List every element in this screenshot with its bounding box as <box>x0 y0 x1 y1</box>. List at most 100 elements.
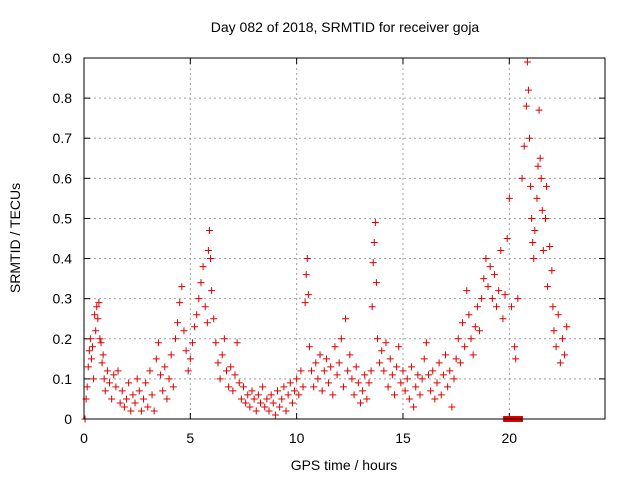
data-point <box>503 235 511 242</box>
data-point <box>422 339 430 347</box>
data-point <box>329 391 337 399</box>
data-point <box>548 267 556 275</box>
data-point <box>148 391 156 399</box>
data-point <box>518 174 526 182</box>
data-point <box>524 86 532 94</box>
data-point <box>231 371 239 379</box>
data-point <box>84 363 92 371</box>
data-point <box>505 194 513 202</box>
data-point <box>197 279 205 287</box>
data-point <box>390 391 398 399</box>
data-point <box>299 383 307 391</box>
data-point <box>133 375 141 383</box>
data-point <box>497 247 505 255</box>
data-point <box>316 351 324 359</box>
data-point <box>144 403 152 411</box>
data-point <box>86 335 94 343</box>
data-point <box>361 371 369 379</box>
data-point <box>157 371 165 379</box>
data-point <box>305 343 313 351</box>
data-point <box>199 263 207 271</box>
data-point <box>282 407 290 415</box>
y-tick-label: 0.6 <box>53 170 73 186</box>
data-point <box>235 379 243 387</box>
data-point <box>120 403 128 411</box>
data-point <box>191 323 199 331</box>
data-point <box>188 339 196 347</box>
data-point <box>108 395 116 403</box>
data-point <box>325 379 333 387</box>
y-tick-label: 0.7 <box>53 130 73 146</box>
data-point <box>370 239 378 247</box>
data-point <box>178 283 186 291</box>
data-point <box>539 247 547 255</box>
data-point <box>482 255 490 263</box>
data-point <box>216 375 224 383</box>
data-point <box>523 58 531 66</box>
data-point <box>533 194 541 202</box>
data-point <box>499 315 507 323</box>
data-point <box>201 303 209 311</box>
data-point <box>490 271 498 279</box>
data-point <box>431 395 439 403</box>
data-point <box>420 355 428 363</box>
data-point <box>342 315 350 323</box>
data-point <box>439 371 447 379</box>
data-point <box>129 391 137 399</box>
data-point <box>352 363 360 371</box>
data-point <box>356 399 364 407</box>
data-point <box>169 383 177 391</box>
data-point <box>193 311 201 319</box>
data-point <box>131 399 139 407</box>
data-point <box>150 407 158 415</box>
y-tick-label: 0.8 <box>53 90 73 106</box>
grid-lines <box>84 58 605 419</box>
data-point <box>92 327 100 335</box>
data-point <box>365 379 373 387</box>
data-point <box>376 359 384 367</box>
data-point <box>96 335 104 343</box>
data-point <box>146 367 154 375</box>
data-point <box>288 399 296 407</box>
data-point <box>176 299 184 307</box>
x-tick-label: 15 <box>395 430 411 446</box>
data-point <box>463 287 471 295</box>
data-point <box>416 391 424 399</box>
data-point <box>214 359 222 367</box>
data-point <box>252 407 260 415</box>
data-point <box>269 399 277 407</box>
data-point <box>556 359 564 367</box>
data-point <box>427 387 435 395</box>
data-point <box>174 319 182 327</box>
data-point <box>442 351 450 359</box>
data-point <box>90 375 98 383</box>
data-point <box>514 295 522 303</box>
data-point <box>222 367 230 375</box>
data-point <box>280 383 288 391</box>
data-point <box>210 315 218 323</box>
data-point <box>137 407 145 415</box>
data-point <box>437 391 445 399</box>
data-point <box>543 182 551 190</box>
y-tick-label: 0.4 <box>53 251 73 267</box>
data-point <box>259 383 267 391</box>
data-point <box>534 162 542 170</box>
data-point <box>529 239 537 247</box>
data-point <box>94 315 102 323</box>
data-point <box>278 395 286 403</box>
data-point <box>220 335 228 343</box>
data-point <box>125 379 133 387</box>
data-point <box>110 371 118 379</box>
data-point <box>405 395 413 403</box>
data-point <box>456 359 464 367</box>
y-axis-title: SRMTID / TECUs <box>7 183 23 293</box>
data-point <box>522 102 530 110</box>
data-point <box>265 407 273 415</box>
data-point <box>276 403 284 411</box>
data-point <box>435 359 443 367</box>
data-point <box>327 363 335 371</box>
data-point <box>344 367 352 375</box>
data-point <box>106 379 114 387</box>
data-point <box>257 399 265 407</box>
data-point <box>91 311 99 319</box>
